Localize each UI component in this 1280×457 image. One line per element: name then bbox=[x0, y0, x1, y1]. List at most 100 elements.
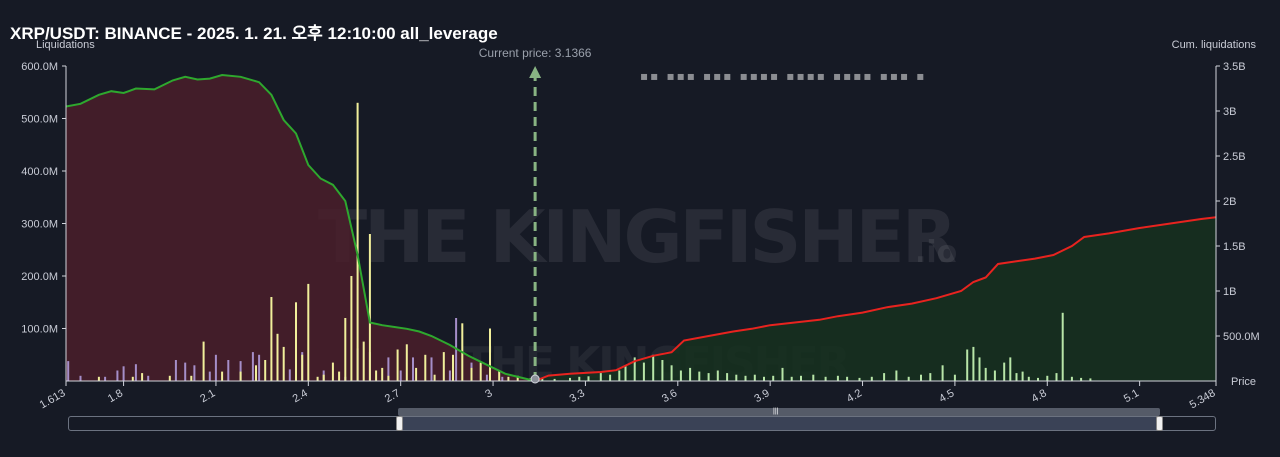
right-bar bbox=[763, 376, 765, 381]
right-bar bbox=[1021, 371, 1024, 381]
y2-axis-label: Cum. liquidations bbox=[1172, 39, 1257, 51]
y2-tick-label: 500.0M bbox=[1223, 331, 1260, 343]
short-bar bbox=[338, 371, 341, 381]
right-bar bbox=[698, 371, 701, 381]
watermark-text: THE KINGFISHER bbox=[318, 195, 956, 279]
right-bar bbox=[661, 360, 664, 381]
right-bar bbox=[569, 377, 571, 381]
cum-right-line bbox=[534, 216, 1217, 382]
watermark-suffix: .io bbox=[915, 235, 957, 270]
y-tick-label: 200.0M bbox=[21, 271, 58, 283]
legend-dots: ▪▪ ▪▪▪ ▪▪▪ ▪▪▪▪ ▪▪▪▪ ▪▪▪▪ ▪▪▪ ▪ bbox=[640, 69, 926, 83]
short-bar bbox=[276, 333, 279, 382]
x-tick-label: 5.348 bbox=[1188, 387, 1218, 411]
short-bar bbox=[239, 371, 242, 381]
y2-tick-label: 1B bbox=[1223, 286, 1236, 298]
long-bar bbox=[239, 361, 242, 381]
y-tick-label: 100.0M bbox=[21, 324, 58, 336]
y-tick-label: 500.0M bbox=[21, 114, 58, 126]
short-bar bbox=[507, 376, 510, 381]
short-bar bbox=[362, 341, 365, 381]
right-bar bbox=[772, 375, 775, 382]
short-bar bbox=[168, 375, 171, 382]
right-bar bbox=[633, 357, 636, 381]
right-bar bbox=[824, 376, 827, 381]
x-axis-label: Price bbox=[1231, 376, 1256, 388]
long-bar bbox=[387, 357, 390, 381]
right-bar bbox=[790, 376, 793, 381]
scrollbar-grip-icon[interactable]: ||| bbox=[773, 408, 779, 415]
short-bar bbox=[202, 341, 205, 381]
navigator-window[interactable] bbox=[399, 417, 1159, 430]
navigator-left-handle[interactable] bbox=[396, 416, 403, 431]
right-bar bbox=[1055, 373, 1058, 381]
x-tick-label: 4.5 bbox=[937, 387, 956, 405]
right-bar bbox=[1009, 357, 1012, 381]
right-bar bbox=[984, 367, 987, 381]
current-price-dot bbox=[530, 374, 540, 384]
right-bar bbox=[978, 357, 981, 381]
right-bar bbox=[707, 373, 710, 381]
short-bar bbox=[282, 346, 285, 381]
cum-left-area bbox=[66, 75, 536, 381]
y2-tick-label: 2.5B bbox=[1223, 151, 1246, 163]
navigator-right-handle[interactable] bbox=[1156, 416, 1163, 431]
right-bar bbox=[652, 354, 655, 382]
x-tick-label: 3.9 bbox=[752, 387, 771, 405]
long-bar bbox=[258, 354, 261, 382]
y-tick-label: 600.0M bbox=[21, 61, 58, 73]
range-navigator[interactable] bbox=[68, 416, 1216, 431]
right-bar bbox=[735, 374, 738, 381]
long-bar bbox=[174, 360, 177, 381]
short-bar bbox=[131, 376, 134, 381]
navigator-scrollbar[interactable]: ||| bbox=[398, 408, 1160, 416]
short-bar bbox=[498, 370, 501, 381]
x-tick-label: 4.2 bbox=[845, 387, 864, 405]
right-bar bbox=[941, 365, 944, 382]
short-bar bbox=[442, 352, 445, 381]
current-price-arrow-icon bbox=[529, 66, 542, 78]
right-bar bbox=[642, 362, 645, 381]
short-bar bbox=[387, 375, 390, 382]
chart-title: XRP/USDT: BINANCE - 2025. 1. 21. 오후 12:1… bbox=[10, 24, 498, 43]
y2-tick-label: 3B bbox=[1223, 106, 1236, 118]
right-bar bbox=[993, 370, 996, 381]
y-axis-label: Liquidations bbox=[36, 39, 95, 51]
short-bar bbox=[381, 367, 384, 381]
right-bar bbox=[599, 373, 602, 381]
x-tick-label: 2.7 bbox=[383, 387, 402, 405]
right-bar bbox=[907, 376, 910, 381]
long-bar bbox=[448, 370, 451, 381]
right-bar bbox=[670, 365, 673, 382]
right-bar bbox=[836, 375, 839, 382]
y2-tick-label: 1.5B bbox=[1223, 241, 1246, 253]
long-bar bbox=[251, 352, 254, 381]
long-bar bbox=[288, 369, 291, 381]
right-bar bbox=[1089, 378, 1092, 381]
short-bar bbox=[307, 283, 310, 381]
x-tick-label: 1.613 bbox=[38, 387, 68, 411]
right-bar bbox=[744, 375, 747, 382]
long-bar bbox=[430, 357, 433, 381]
short-bar bbox=[489, 328, 491, 381]
right-bar bbox=[800, 375, 802, 382]
right-bar bbox=[679, 370, 682, 381]
right-bar bbox=[1015, 373, 1018, 381]
short-bar bbox=[255, 365, 257, 382]
cum-left-line bbox=[65, 73, 536, 382]
long-bar bbox=[134, 364, 137, 381]
right-bar bbox=[846, 376, 849, 381]
cum-right-area bbox=[535, 217, 1216, 381]
short-bar bbox=[356, 102, 359, 382]
right-bar bbox=[781, 367, 784, 381]
long-bar bbox=[116, 370, 119, 381]
right-bar bbox=[753, 374, 756, 381]
right-bar bbox=[953, 374, 956, 381]
x-tick-label: 3.6 bbox=[660, 387, 679, 405]
right-bar bbox=[689, 367, 692, 381]
long-bar bbox=[214, 354, 217, 382]
short-bar bbox=[97, 376, 100, 381]
long-bar bbox=[193, 365, 196, 382]
right-bar bbox=[870, 376, 873, 381]
